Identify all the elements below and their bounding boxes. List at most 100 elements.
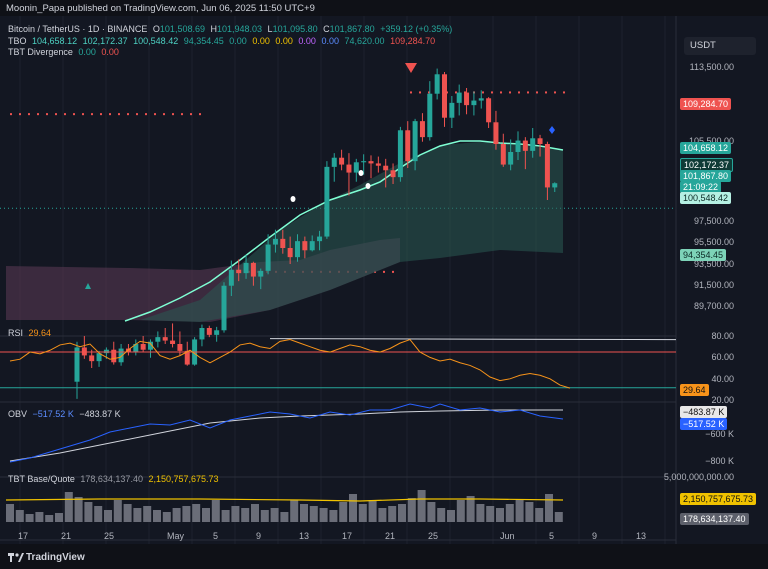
divergence-legend[interactable]: TBT Divergence 0.00 0.00	[8, 47, 122, 57]
candle-body	[206, 328, 212, 335]
volume-bar	[270, 508, 279, 522]
volume-bar	[104, 510, 112, 522]
candle-body	[405, 130, 411, 162]
candle-body	[434, 74, 440, 94]
signal-dot-icon	[290, 196, 296, 202]
candle-body	[155, 337, 161, 342]
price-axis-label: 95,500.00	[693, 237, 734, 247]
candle-body	[280, 238, 286, 248]
date-axis-label: 25	[104, 531, 115, 541]
signal-dot-icon	[365, 183, 371, 189]
candle-body	[324, 166, 330, 237]
resistance-dotted-line-dot	[536, 91, 538, 94]
price-tag-countdown: 21:09:22	[680, 181, 722, 193]
volume-ma-line	[5, 498, 564, 502]
rsi-trendline	[269, 338, 677, 341]
volume-bar	[202, 508, 210, 522]
obv-legend[interactable]: OBV −517.52 K −483.87 K	[8, 409, 124, 419]
obv-label: OBV	[8, 409, 28, 419]
divergence-value-1: 0.00	[78, 47, 96, 57]
volume-bar	[535, 508, 544, 522]
resistance-dotted-line-dot	[527, 91, 529, 94]
candle-body	[221, 285, 227, 331]
high-label: H	[210, 24, 217, 34]
volume-value-2: 2,150,757,675.73	[148, 474, 219, 484]
volume-tag-1: 2,150,757,675.73	[680, 493, 757, 505]
resistance-dotted-line-dot	[145, 113, 147, 116]
volume-bar	[505, 504, 514, 522]
tradingview-logo-icon	[8, 553, 24, 562]
resistance-dotted-line-dot	[190, 113, 192, 116]
volume-bar	[378, 508, 387, 522]
symbol-legend[interactable]: Bitcoin / TetherUS · 1D · BINANCE O101,5…	[8, 24, 455, 34]
volume-bar	[466, 496, 475, 522]
volume-bar	[515, 500, 524, 522]
price-axis-label: 91,500.00	[693, 280, 734, 290]
volume-bar	[349, 494, 357, 522]
symbol-title: Bitcoin / TetherUS · 1D · BINANCE	[8, 24, 148, 34]
tbo-value: 104,658.12	[32, 36, 78, 46]
date-axis-label: Jun	[500, 531, 515, 541]
currency-button[interactable]: USDT	[684, 37, 756, 55]
resistance-dotted-line-dot	[482, 91, 484, 94]
volume-bar	[260, 510, 269, 522]
price-tag-tbo3: 100,548.42	[680, 192, 732, 204]
volume-bar	[368, 500, 377, 522]
resistance-dotted-line	[10, 113, 201, 116]
volume-bar	[133, 508, 142, 522]
rsi-legend[interactable]: RSI 29.64	[8, 328, 54, 338]
price-tag-close: 101,867.80	[680, 170, 732, 182]
candle-body	[346, 164, 352, 173]
candle-body	[478, 98, 484, 101]
volume-bar	[300, 504, 308, 522]
resistance-dotted-line-dot	[181, 113, 183, 116]
candle-body	[368, 161, 374, 164]
chart-canvas[interactable]	[0, 16, 768, 544]
resistance-dotted-line-dot	[127, 113, 129, 116]
candle-body	[118, 348, 124, 363]
volume-value-1: 178,634,137.40	[80, 474, 143, 484]
resistance-dotted-line-dot	[19, 113, 21, 116]
candle-body	[133, 344, 139, 352]
volume-bar	[496, 508, 504, 522]
publisher-text: Moonin_Papa published on TradingView.com…	[6, 3, 315, 14]
low-value: 101,095.80	[272, 24, 318, 34]
candle-body	[250, 262, 256, 277]
resistance-dotted-line-dot	[455, 91, 457, 94]
resistance-dotted-line-dot	[464, 91, 466, 94]
volume-bar	[55, 513, 63, 522]
change-value: +359.12 (+0.35%)	[380, 24, 453, 34]
obv-axis-label: −600 K	[705, 429, 734, 439]
resistance-dotted-line-dot	[136, 113, 138, 116]
volume-bar	[172, 508, 181, 522]
candle-body	[272, 238, 278, 245]
support-dotted-line-dot	[392, 270, 394, 273]
low-label: L	[267, 24, 273, 34]
candle-body	[390, 170, 396, 178]
candle-body	[361, 161, 367, 163]
candle-body	[552, 183, 558, 188]
tbo-value: 109,284.70	[390, 36, 436, 46]
divergence-label: TBT Divergence	[8, 47, 73, 57]
tbo-legend[interactable]: TBO 104,658.12 102,172.37 100,548.42 94,…	[8, 36, 438, 46]
date-axis-label: 21	[385, 531, 396, 541]
volume-legend[interactable]: TBT Base/Quote 178,634,137.40 2,150,757,…	[8, 474, 222, 484]
support-dotted-line-dot	[383, 270, 385, 273]
candle-body	[419, 121, 425, 138]
resistance-dotted-line-dot	[118, 113, 120, 116]
trend-cloud-pink	[6, 238, 400, 322]
candle-body	[493, 122, 499, 144]
volume-bar	[211, 500, 220, 522]
candle-body	[331, 157, 337, 167]
rsi-value: 29.64	[28, 328, 52, 338]
chart-area[interactable]: Bitcoin / TetherUS · 1D · BINANCE O101,5…	[0, 16, 768, 544]
date-axis-label: 21	[61, 531, 72, 541]
date-axis-label: 17	[342, 531, 353, 541]
resistance-dotted-line	[410, 91, 565, 94]
candle-body	[302, 241, 308, 251]
volume-bar	[417, 490, 426, 522]
resistance-dotted-line-dot	[500, 91, 502, 94]
rsi-axis-label: 40.00	[711, 374, 734, 384]
candle-body	[464, 92, 470, 106]
volume-bar	[25, 514, 34, 522]
